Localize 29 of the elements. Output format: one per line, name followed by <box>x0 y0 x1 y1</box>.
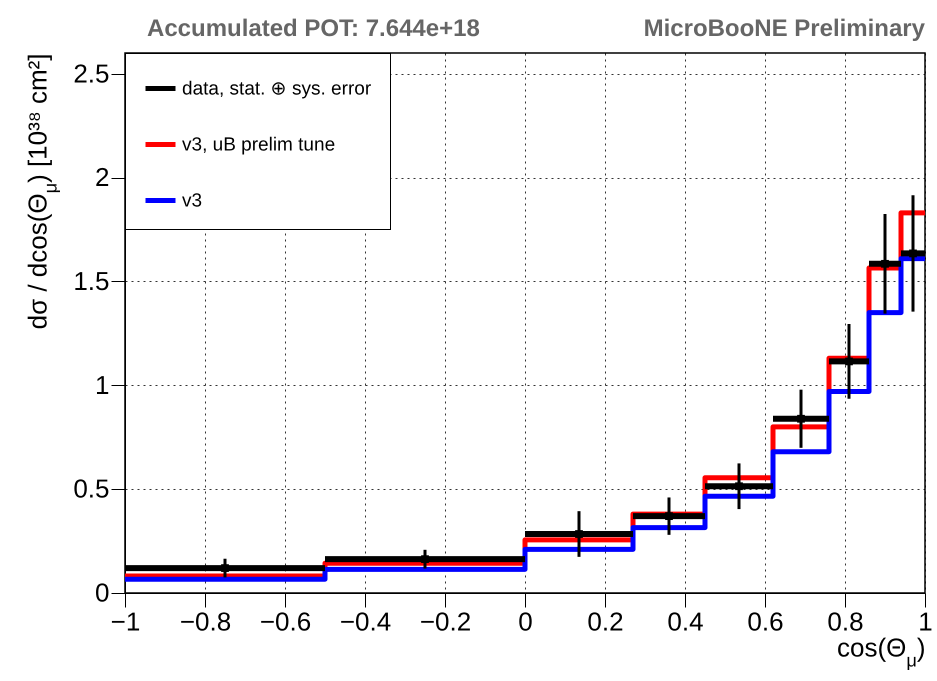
point <box>797 414 805 423</box>
x-tick-label: 0.4 <box>667 606 704 636</box>
legend-label: v3, uB prelim tune <box>182 134 336 156</box>
chart-title: Accumulated POT: 7.644e+18 <box>147 15 480 42</box>
y-tick-label: 2.5 <box>73 58 110 88</box>
legend-label: v3 <box>182 190 202 212</box>
text: MicroBooNE Preliminary <box>644 15 926 42</box>
y-tick-label: 1 <box>95 370 110 400</box>
x-tick-label: −1 <box>110 606 140 636</box>
x-tick-label: −0.8 <box>180 606 232 636</box>
point <box>421 555 429 564</box>
x-tick-label: 0.6 <box>747 606 784 636</box>
point <box>665 512 673 520</box>
x-tick-label: −0.4 <box>340 606 392 636</box>
y-tick-label: 0.5 <box>73 474 110 504</box>
point <box>221 564 229 572</box>
point <box>845 358 853 366</box>
x-tick-label: 0.2 <box>587 606 624 636</box>
y-tick-label: 1.5 <box>73 266 110 296</box>
x-tick-label: 0 <box>518 606 533 636</box>
point <box>575 530 583 538</box>
x-tick-label: −0.2 <box>420 606 472 636</box>
y-tick-label: 2 <box>95 162 110 192</box>
y-tick-label: 0 <box>95 578 110 608</box>
legend-label: data, stat. ⊕ sys. error <box>182 78 372 100</box>
point <box>735 482 743 490</box>
point <box>909 250 917 258</box>
x-tick-label: −0.6 <box>260 606 312 636</box>
point <box>881 260 889 268</box>
